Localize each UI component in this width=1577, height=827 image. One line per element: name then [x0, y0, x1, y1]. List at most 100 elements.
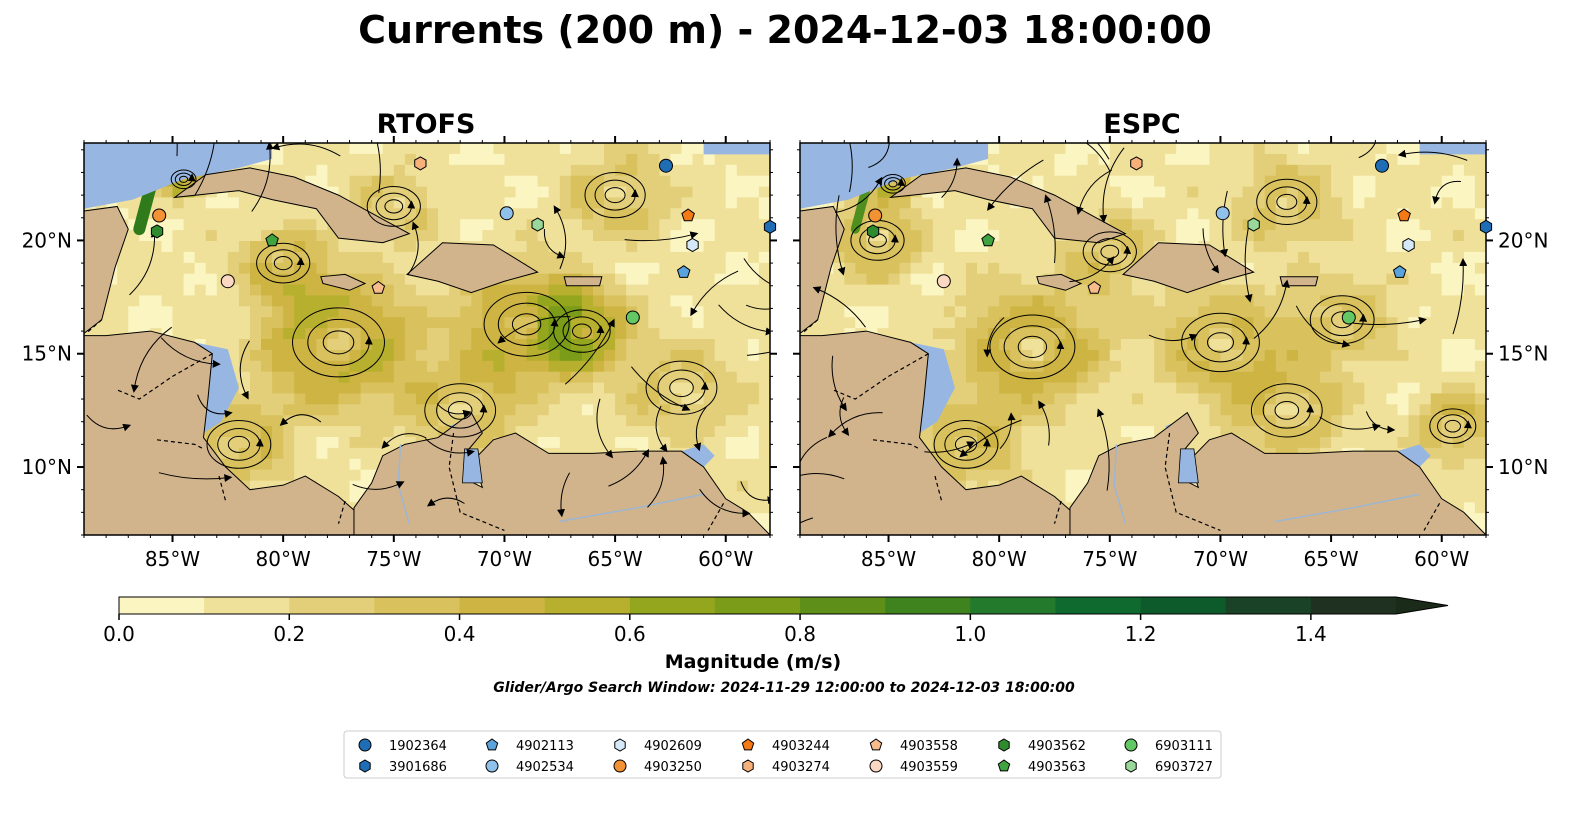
speed-cell	[570, 241, 583, 253]
speed-cell	[1375, 273, 1388, 286]
speed-cell	[1109, 371, 1122, 384]
speed-cell	[910, 317, 923, 329]
speed-cell	[932, 437, 945, 449]
speed-cell	[227, 317, 240, 329]
speed-cell	[393, 382, 406, 395]
speed-cell	[1375, 317, 1388, 329]
speed-cell	[1264, 175, 1277, 188]
speed-cell	[1275, 164, 1288, 177]
speed-cell	[261, 164, 273, 177]
speed-cell	[371, 143, 384, 155]
speed-cell	[1165, 175, 1177, 188]
speed-cell	[427, 306, 439, 318]
speed-cell	[393, 175, 406, 188]
speed-cell	[1087, 371, 1100, 384]
speed-cell	[216, 295, 229, 307]
legend-label: 4903558	[900, 739, 958, 754]
speed-cell	[1297, 393, 1310, 405]
speed-cell	[910, 262, 923, 275]
speed-cell	[1087, 404, 1100, 416]
speed-cell	[504, 197, 517, 209]
speed-cell	[327, 295, 340, 307]
speed-cell	[1309, 251, 1321, 264]
speed-cell	[526, 360, 539, 373]
speed-cell	[921, 437, 934, 449]
speed-cell	[1165, 153, 1177, 166]
speed-cell	[604, 262, 616, 275]
speed-cell	[593, 415, 605, 427]
speed-cell	[1419, 164, 1432, 177]
speed-cell	[482, 382, 494, 395]
speed-cell	[648, 197, 660, 209]
speed-cell	[1120, 328, 1133, 340]
speed-cell	[427, 295, 439, 307]
speed-cell	[593, 143, 605, 155]
speed-cell	[932, 219, 945, 231]
speed-cell	[415, 230, 428, 242]
speed-cell	[393, 339, 406, 351]
speed-cell	[183, 306, 196, 318]
speed-cell	[1364, 295, 1376, 307]
speed-cell	[1430, 404, 1443, 416]
speed-cell	[1131, 317, 1144, 329]
speed-cell	[316, 382, 329, 395]
speed-cell	[305, 404, 317, 416]
speed-cell	[1087, 426, 1100, 438]
speed-cell	[238, 437, 251, 449]
speed-cell	[559, 404, 572, 416]
speed-cell	[382, 349, 395, 362]
speed-cell	[371, 339, 384, 351]
country-border	[116, 353, 213, 400]
speed-cell	[659, 415, 672, 427]
speed-cell	[1131, 339, 1144, 351]
float-marker-4903244	[681, 208, 695, 222]
speed-cell	[1220, 153, 1233, 166]
speed-cell	[294, 360, 306, 373]
speed-cell	[1342, 415, 1354, 427]
speed-cell	[1032, 241, 1045, 253]
speed-cell	[758, 153, 770, 166]
speed-cell	[1441, 393, 1454, 405]
streamline	[986, 159, 1044, 211]
speed-cell	[106, 328, 118, 340]
speed-cell	[977, 306, 989, 318]
speed-cell	[1463, 273, 1476, 286]
land-puerto-rico	[1279, 276, 1319, 287]
speed-cell	[747, 219, 760, 231]
speed-cell	[1331, 230, 1343, 242]
speed-cell	[1342, 241, 1354, 253]
speed-cell	[183, 295, 196, 307]
speed-cell	[1209, 208, 1222, 220]
streamline-loop	[669, 378, 694, 398]
speed-cell	[1131, 273, 1144, 286]
speed-cell	[504, 230, 517, 242]
speed-cell	[504, 349, 517, 362]
speed-cell	[548, 328, 561, 340]
speed-cell	[943, 349, 956, 362]
speed-cell	[1143, 197, 1155, 209]
speed-cell	[493, 143, 506, 155]
speed-cell	[1242, 360, 1255, 373]
speed-cell	[360, 415, 373, 427]
speed-cell	[626, 382, 638, 395]
streamline	[425, 438, 475, 457]
speed-cell	[921, 328, 934, 340]
speed-cell	[1209, 295, 1222, 307]
speed-cell	[1375, 393, 1388, 405]
speed-cell	[977, 404, 989, 416]
speed-cell	[714, 437, 727, 449]
speed-cell	[1076, 393, 1089, 405]
speed-cell	[460, 360, 472, 373]
speed-cell	[84, 328, 96, 340]
shelf-area	[910, 342, 955, 434]
streamline	[1253, 279, 1290, 339]
speed-cell	[1342, 262, 1354, 275]
speed-cell	[261, 447, 273, 460]
speed-cell	[1397, 295, 1410, 307]
speed-cell	[393, 371, 406, 384]
speed-cell	[1242, 153, 1255, 166]
speed-cell	[1441, 197, 1454, 209]
speed-cell	[615, 230, 627, 242]
speed-cell	[736, 241, 749, 253]
speed-cell	[526, 143, 539, 155]
